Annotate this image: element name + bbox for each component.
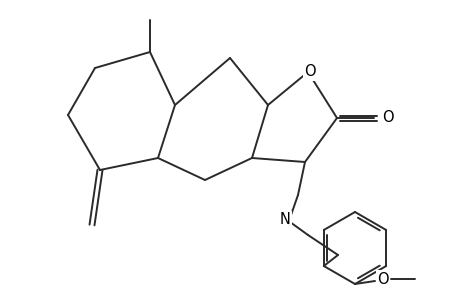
Text: O: O	[381, 110, 393, 125]
Text: O: O	[303, 64, 315, 80]
Text: O: O	[376, 272, 388, 286]
Text: N: N	[279, 212, 290, 227]
